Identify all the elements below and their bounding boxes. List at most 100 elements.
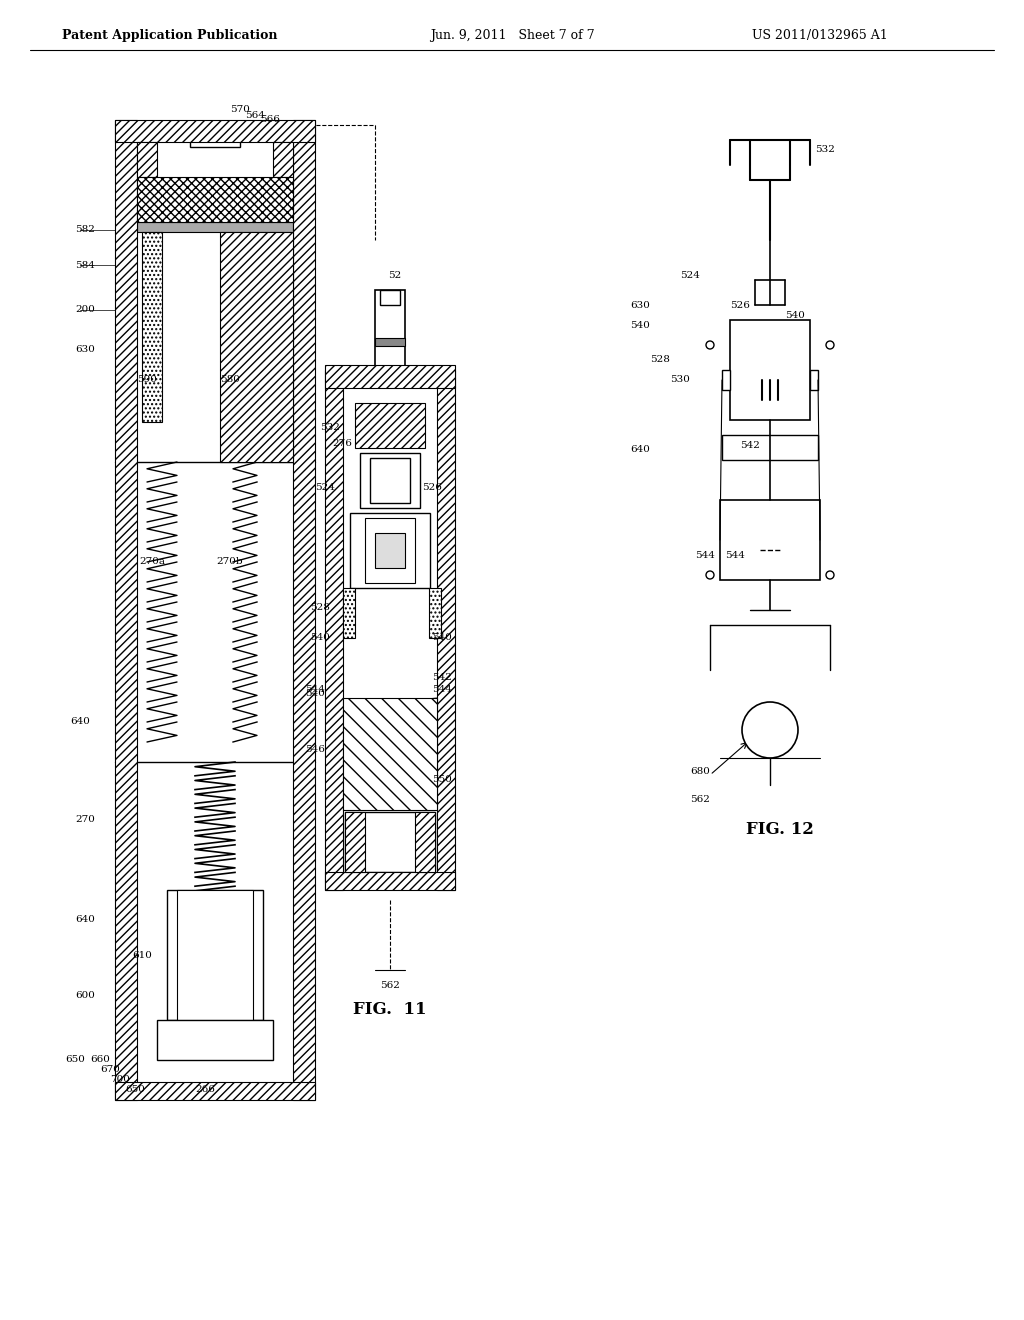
Text: 670: 670	[100, 1065, 120, 1074]
Bar	[722, 436, 818, 459]
Text: 266: 266	[195, 1085, 215, 1094]
Text: 200: 200	[75, 305, 95, 314]
Text: 650: 650	[125, 1085, 145, 1094]
Text: 546: 546	[305, 746, 325, 755]
Bar	[429, 587, 441, 638]
Text: 562: 562	[380, 981, 400, 990]
Bar	[355, 403, 425, 447]
Text: 544: 544	[432, 685, 452, 694]
Text: FIG. 12: FIG. 12	[746, 821, 814, 838]
Bar	[343, 698, 437, 810]
Bar	[380, 290, 400, 305]
Text: 526: 526	[422, 483, 442, 492]
Text: 544: 544	[305, 685, 325, 694]
Text: 590: 590	[137, 375, 157, 384]
Bar	[157, 1020, 273, 1060]
Text: 584: 584	[75, 260, 95, 269]
Bar	[345, 812, 435, 873]
Bar	[137, 177, 293, 222]
Text: 680: 680	[690, 767, 710, 776]
Bar	[375, 338, 406, 346]
Text: FIG.  11: FIG. 11	[353, 1002, 427, 1019]
Text: 540: 540	[310, 634, 330, 643]
Text: 526: 526	[730, 301, 750, 309]
Text: 270b: 270b	[217, 557, 244, 566]
Text: 562: 562	[690, 796, 710, 804]
Circle shape	[742, 702, 798, 758]
Text: 530: 530	[670, 375, 690, 384]
Text: 52: 52	[388, 271, 401, 280]
Bar	[293, 120, 315, 1100]
Text: 540: 540	[630, 321, 650, 330]
Text: 700: 700	[110, 1076, 130, 1085]
Bar	[437, 370, 455, 890]
Bar	[115, 1082, 315, 1100]
Text: 570: 570	[230, 106, 250, 115]
Circle shape	[706, 341, 714, 348]
Text: 600: 600	[75, 990, 95, 999]
Bar	[325, 873, 455, 890]
Text: Jun. 9, 2011   Sheet 7 of 7: Jun. 9, 2011 Sheet 7 of 7	[430, 29, 594, 41]
Text: 528: 528	[310, 603, 330, 612]
Text: 640: 640	[70, 718, 90, 726]
Text: 276: 276	[332, 438, 352, 447]
Text: 524: 524	[680, 271, 700, 280]
Text: 542: 542	[432, 673, 452, 682]
Text: 660: 660	[90, 1056, 110, 1064]
Bar	[720, 500, 820, 579]
Bar	[115, 120, 315, 143]
Text: 540: 540	[432, 634, 452, 643]
Text: 540: 540	[305, 689, 325, 697]
Bar	[415, 812, 435, 873]
Text: 540: 540	[785, 310, 805, 319]
Text: 640: 640	[75, 916, 95, 924]
Bar	[378, 408, 402, 438]
Bar	[190, 127, 240, 147]
Text: 550: 550	[432, 776, 452, 784]
Bar	[810, 370, 818, 389]
Circle shape	[706, 572, 714, 579]
Circle shape	[826, 341, 834, 348]
Bar	[360, 453, 420, 508]
Text: 524: 524	[315, 483, 335, 492]
Text: 542: 542	[740, 441, 760, 450]
Text: 582: 582	[75, 226, 95, 235]
Bar	[365, 517, 415, 583]
Text: 630: 630	[75, 346, 95, 355]
Bar	[137, 222, 293, 232]
Bar	[325, 370, 343, 890]
Text: 544: 544	[695, 550, 715, 560]
Text: 640: 640	[630, 446, 650, 454]
Text: Patent Application Publication: Patent Application Publication	[62, 29, 278, 41]
Bar	[343, 587, 355, 638]
Bar	[142, 232, 162, 422]
Text: 610: 610	[132, 950, 152, 960]
Bar	[177, 890, 253, 1020]
Bar	[137, 143, 157, 177]
Text: 532: 532	[815, 145, 835, 154]
Text: 528: 528	[650, 355, 670, 364]
Text: 532: 532	[321, 424, 340, 433]
Text: 566: 566	[260, 116, 280, 124]
Bar	[325, 366, 455, 388]
Text: 630: 630	[630, 301, 650, 309]
Bar	[730, 319, 810, 420]
Text: 650: 650	[66, 1056, 85, 1064]
Text: 270: 270	[75, 816, 95, 825]
Text: 580: 580	[220, 375, 240, 384]
Bar	[722, 370, 730, 389]
Text: 544: 544	[725, 550, 744, 560]
Bar	[350, 513, 430, 587]
Bar	[273, 143, 293, 177]
Bar	[167, 890, 263, 1020]
Bar	[375, 533, 406, 568]
Text: 270a: 270a	[139, 557, 165, 566]
Circle shape	[826, 572, 834, 579]
Bar	[115, 120, 137, 1100]
Bar	[375, 290, 406, 370]
Bar	[220, 232, 293, 462]
Bar	[345, 812, 365, 873]
Bar	[370, 458, 410, 503]
Text: US 2011/0132965 A1: US 2011/0132965 A1	[752, 29, 888, 41]
Text: 564: 564	[245, 111, 265, 120]
